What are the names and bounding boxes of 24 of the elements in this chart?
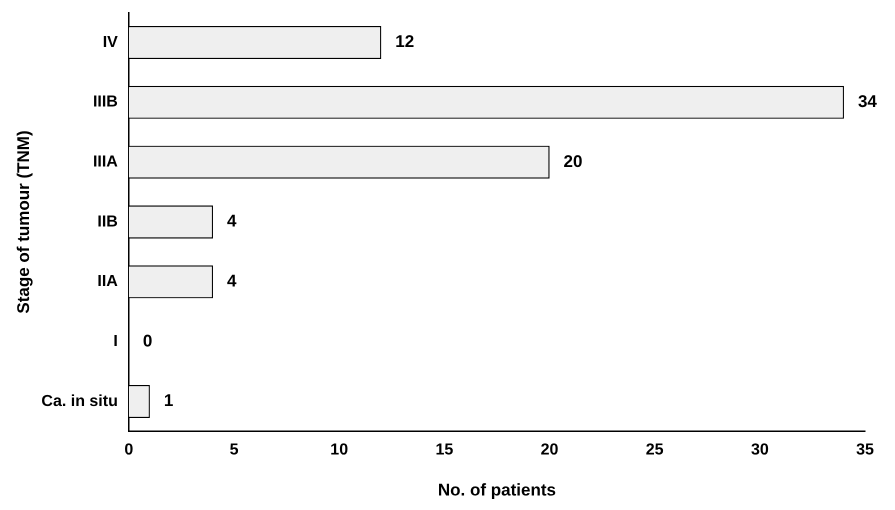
- x-tick-label: 30: [750, 441, 769, 458]
- x-tick-label: 20: [540, 441, 559, 458]
- y-tick-label: IIA: [97, 273, 118, 290]
- x-tick-label: 10: [330, 441, 348, 458]
- x-tick-label: 35: [856, 441, 874, 458]
- x-tick-label: 5: [230, 441, 239, 458]
- x-tick-label: 15: [435, 441, 454, 458]
- y-tick-label: Ca. in situ: [41, 392, 118, 410]
- y-tick-label: IV: [102, 34, 118, 51]
- y-tick-label: IIIA: [92, 154, 118, 171]
- data-label: 12: [395, 32, 414, 52]
- data-label: 0: [142, 331, 152, 350]
- x-tick-label: 25: [646, 441, 664, 458]
- y-tick-label: I: [113, 333, 118, 350]
- data-label: 4: [226, 212, 237, 231]
- y-tick-label: IIB: [97, 213, 118, 230]
- x-axis-title: No. of patients: [438, 480, 556, 500]
- data-label: 20: [564, 152, 582, 171]
- data-label: 1: [164, 391, 174, 410]
- data-label: 4: [226, 272, 237, 291]
- data-label: 34: [858, 92, 878, 112]
- x-tick-label: 0: [124, 441, 134, 458]
- y-axis-title: Stage of tumour (TNM): [14, 130, 33, 314]
- y-tick-label: IIIB: [92, 94, 118, 111]
